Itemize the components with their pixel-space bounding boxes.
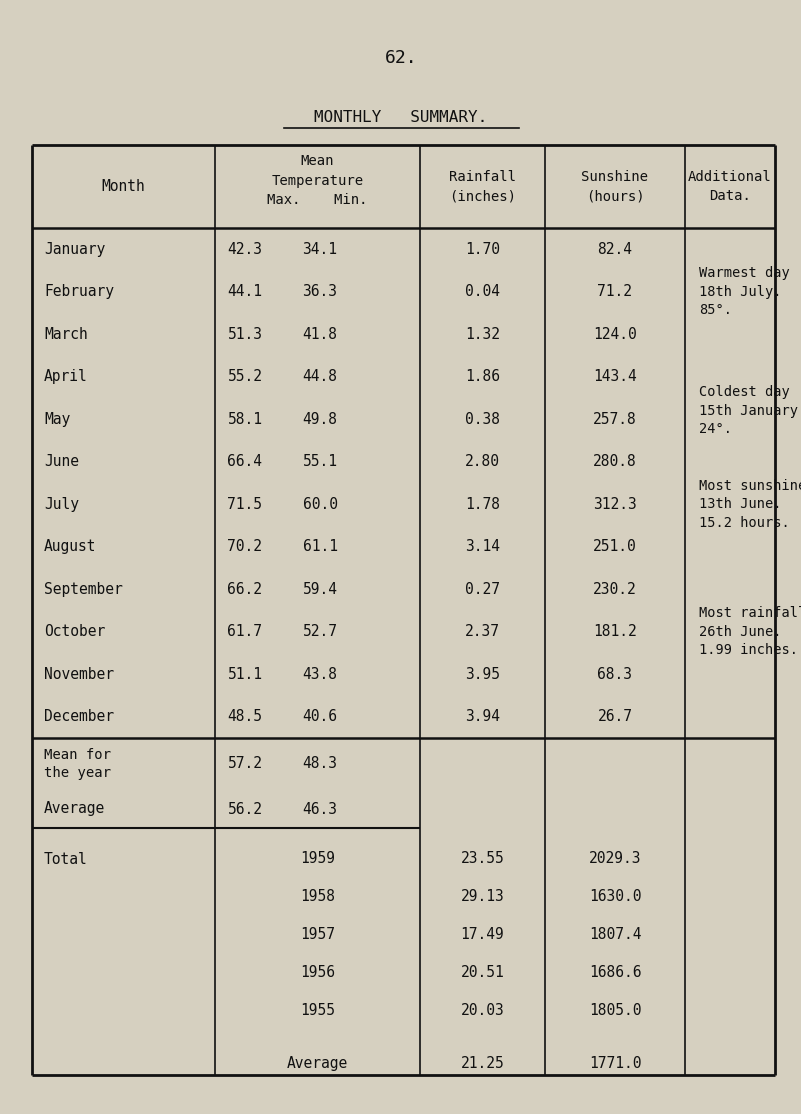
Text: Average: Average: [287, 1056, 348, 1071]
Text: 57.2: 57.2: [227, 756, 263, 772]
Text: 70.2: 70.2: [227, 539, 263, 555]
Text: 41.8: 41.8: [303, 326, 337, 342]
Text: July: July: [44, 497, 79, 511]
Text: 2029.3: 2029.3: [589, 851, 642, 866]
Text: 61.1: 61.1: [303, 539, 337, 555]
Text: 40.6: 40.6: [303, 710, 337, 724]
Text: 0.04: 0.04: [465, 284, 500, 300]
Text: May: May: [44, 412, 70, 427]
Text: 55.1: 55.1: [303, 455, 337, 469]
Text: 181.2: 181.2: [593, 624, 637, 639]
Text: 59.4: 59.4: [303, 582, 337, 597]
Text: 44.1: 44.1: [227, 284, 263, 300]
Text: 48.3: 48.3: [303, 756, 337, 772]
Text: 1805.0: 1805.0: [589, 1003, 642, 1018]
Text: 60.0: 60.0: [303, 497, 337, 511]
Text: Warmest day
18th July.
85°.: Warmest day 18th July. 85°.: [699, 266, 790, 317]
Text: 124.0: 124.0: [593, 326, 637, 342]
Text: 29.13: 29.13: [461, 889, 505, 903]
Text: 257.8: 257.8: [593, 412, 637, 427]
Text: 52.7: 52.7: [303, 624, 337, 639]
Text: 71.5: 71.5: [227, 497, 263, 511]
Text: 143.4: 143.4: [593, 369, 637, 384]
Text: Mean for
the year: Mean for the year: [44, 747, 111, 780]
Text: December: December: [44, 710, 114, 724]
Text: 44.8: 44.8: [303, 369, 337, 384]
Text: 1771.0: 1771.0: [589, 1056, 642, 1071]
Text: Rainfall
(inches): Rainfall (inches): [449, 169, 516, 203]
Text: 1955: 1955: [300, 1003, 335, 1018]
Text: Most rainfall
26th June.
1.99 inches.: Most rainfall 26th June. 1.99 inches.: [699, 606, 801, 657]
Text: 34.1: 34.1: [303, 242, 337, 256]
Text: 58.1: 58.1: [227, 412, 263, 427]
Text: 82.4: 82.4: [598, 242, 633, 256]
Text: April: April: [44, 369, 88, 384]
Text: Average: Average: [44, 801, 105, 817]
Text: Total: Total: [44, 852, 88, 868]
Text: March: March: [44, 326, 88, 342]
Text: 51.3: 51.3: [227, 326, 263, 342]
Text: September: September: [44, 582, 123, 597]
Text: 1807.4: 1807.4: [589, 927, 642, 942]
Text: 0.38: 0.38: [465, 412, 500, 427]
Text: 26.7: 26.7: [598, 710, 633, 724]
Text: June: June: [44, 455, 79, 469]
Text: August: August: [44, 539, 96, 555]
Text: 1956: 1956: [300, 965, 335, 980]
Text: February: February: [44, 284, 114, 300]
Text: MONTHLY   SUMMARY.: MONTHLY SUMMARY.: [314, 110, 488, 126]
Text: January: January: [44, 242, 105, 256]
Text: 48.5: 48.5: [227, 710, 263, 724]
Text: 1686.6: 1686.6: [589, 965, 642, 980]
Text: 51.1: 51.1: [227, 667, 263, 682]
Text: 68.3: 68.3: [598, 667, 633, 682]
Text: 1957: 1957: [300, 927, 335, 942]
Text: October: October: [44, 624, 105, 639]
Text: 21.25: 21.25: [461, 1056, 505, 1071]
Text: Most sunshine
13th June.
15.2 hours.: Most sunshine 13th June. 15.2 hours.: [699, 479, 801, 529]
Text: 66.2: 66.2: [227, 582, 263, 597]
Text: 0.27: 0.27: [465, 582, 500, 597]
Text: 2.37: 2.37: [465, 624, 500, 639]
Text: 61.7: 61.7: [227, 624, 263, 639]
Text: 55.2: 55.2: [227, 369, 263, 384]
Text: Additional
Data.: Additional Data.: [688, 169, 772, 203]
Text: 3.94: 3.94: [465, 710, 500, 724]
Text: 1.86: 1.86: [465, 369, 500, 384]
Text: 42.3: 42.3: [227, 242, 263, 256]
Text: 1959: 1959: [300, 851, 335, 866]
Text: 66.4: 66.4: [227, 455, 263, 469]
Text: 36.3: 36.3: [303, 284, 337, 300]
Text: November: November: [44, 667, 114, 682]
Text: 56.2: 56.2: [227, 801, 263, 817]
Text: Sunshine
(hours): Sunshine (hours): [582, 169, 649, 203]
Text: 251.0: 251.0: [593, 539, 637, 555]
Text: 17.49: 17.49: [461, 927, 505, 942]
Text: 71.2: 71.2: [598, 284, 633, 300]
Text: 230.2: 230.2: [593, 582, 637, 597]
Text: 62.: 62.: [384, 49, 417, 67]
Text: 2.80: 2.80: [465, 455, 500, 469]
Text: 1630.0: 1630.0: [589, 889, 642, 903]
Text: Month: Month: [102, 179, 145, 194]
Text: Coldest day
15th January.
24°.: Coldest day 15th January. 24°.: [699, 385, 801, 437]
Text: 49.8: 49.8: [303, 412, 337, 427]
Text: 46.3: 46.3: [303, 801, 337, 817]
Text: 1958: 1958: [300, 889, 335, 903]
Text: 3.14: 3.14: [465, 539, 500, 555]
Text: 1.70: 1.70: [465, 242, 500, 256]
Text: 20.03: 20.03: [461, 1003, 505, 1018]
Text: 280.8: 280.8: [593, 455, 637, 469]
Text: 20.51: 20.51: [461, 965, 505, 980]
Text: 3.95: 3.95: [465, 667, 500, 682]
Text: 23.55: 23.55: [461, 851, 505, 866]
Text: 1.32: 1.32: [465, 326, 500, 342]
Text: Mean
Temperature
Max.    Min.: Mean Temperature Max. Min.: [268, 154, 368, 207]
Text: 1.78: 1.78: [465, 497, 500, 511]
Text: 43.8: 43.8: [303, 667, 337, 682]
Text: 312.3: 312.3: [593, 497, 637, 511]
